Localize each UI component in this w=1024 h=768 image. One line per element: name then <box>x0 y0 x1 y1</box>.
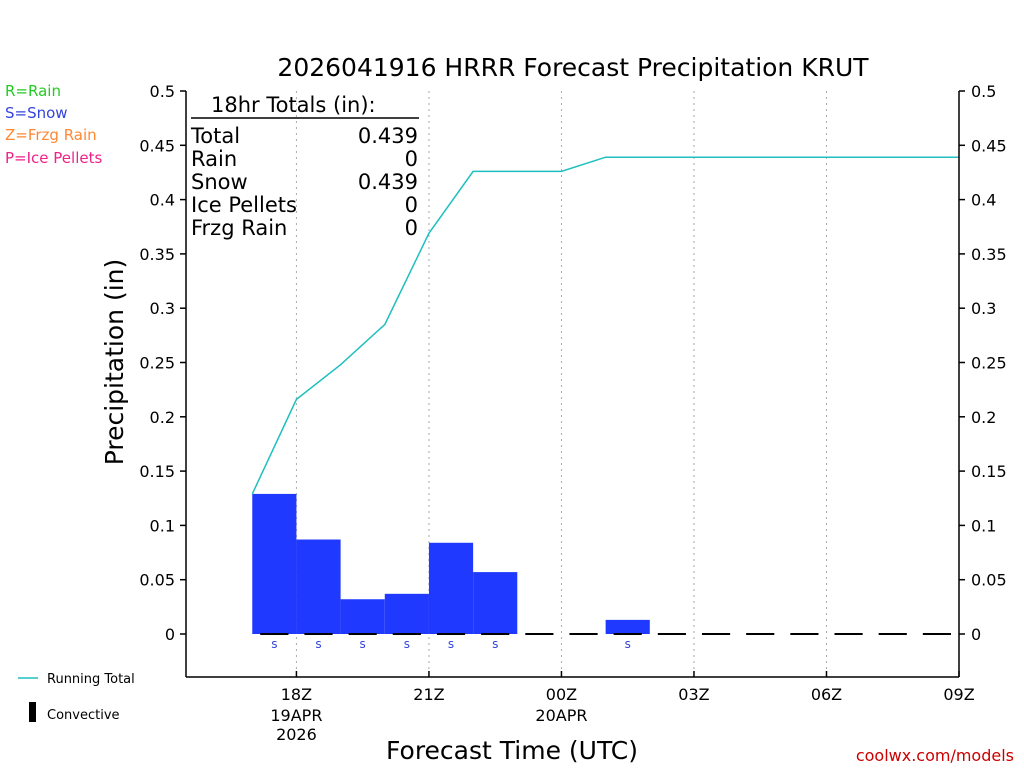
ytick-left-layer: 0 0.05 0.1 0.15 0.2 0.25 0.3 0.35 0.4 0.45 0.5 <box>139 82 186 644</box>
bar-layer <box>252 493 951 635</box>
ptype-label: s <box>448 637 454 651</box>
y-tick-label-left: 0 <box>165 625 175 644</box>
totals-row-value: 0.439 <box>358 170 418 194</box>
y-tick-label-left: 0.05 <box>139 571 175 590</box>
y-tick-label-right: 0.15 <box>971 462 1007 481</box>
y-tick-label-right: 0.4 <box>971 191 996 210</box>
y-tick-label-left: 0.35 <box>139 245 175 264</box>
x-tick-label: 03Z <box>678 685 709 704</box>
y-tick-label-left: 0.15 <box>139 462 175 481</box>
y-tick-label-right: 0.25 <box>971 354 1007 373</box>
y-tick-label-right: 0 <box>971 625 981 644</box>
legend-snow: S=Snow <box>5 104 68 122</box>
x-tick-sublabel: 20APR <box>535 706 587 725</box>
y-tick-label-left: 0.4 <box>150 191 175 210</box>
watermark: coolwx.com/models <box>856 746 1014 765</box>
precip-bar <box>605 619 650 634</box>
precip-bar <box>340 599 385 634</box>
convective-legend-swatch <box>29 702 36 722</box>
y-tick-label-right: 0.3 <box>971 299 996 318</box>
y-tick-label-left: 0.1 <box>150 516 175 535</box>
totals-row-label: Frzg Rain <box>191 216 287 240</box>
running-total-line <box>251 156 959 495</box>
y-tick-label-left: 0.3 <box>150 299 175 318</box>
x-tick-label: 21Z <box>413 685 444 704</box>
y-tick-label-left: 0.25 <box>139 354 175 373</box>
totals-row-value: 0 <box>405 216 418 240</box>
x-axis-label: Forecast Time (UTC) <box>386 736 638 765</box>
y-axis-label: Precipitation (in) <box>100 259 129 466</box>
totals-row-label: Total <box>190 124 240 148</box>
legend-frzg: Z=Frzg Rain <box>5 126 97 144</box>
precip-bar <box>384 593 429 634</box>
y-tick-label-right: 0.2 <box>971 408 996 427</box>
legend-rain: R=Rain <box>5 82 61 100</box>
x-tick-label: 09Z <box>943 685 974 704</box>
legend-convective: Convective <box>47 708 120 723</box>
legend-ice: P=Ice Pellets <box>5 149 102 167</box>
precip-bar <box>296 539 341 634</box>
precip-bar <box>473 572 518 634</box>
ptype-label: s <box>492 637 498 651</box>
totals-row-label: Rain <box>191 147 237 171</box>
ptype-label: s <box>271 637 277 651</box>
x-tick-label: 18Z <box>281 685 312 704</box>
precip-bar <box>252 493 297 634</box>
totals-row-value: 0 <box>405 147 418 171</box>
y-tick-label-left: 0.45 <box>139 136 175 155</box>
totals-row-value: 0 <box>405 193 418 217</box>
totals-row-value: 0.439 <box>358 124 418 148</box>
y-tick-label-right: 0.35 <box>971 245 1007 264</box>
legend-running-total: Running Total <box>47 672 135 687</box>
totals-box: 18hr Totals (in): Total 0.439 Rain 0 Snow 0.4… <box>190 93 419 240</box>
x-tick-label: 06Z <box>811 685 842 704</box>
x-tick-label: 00Z <box>546 685 577 704</box>
totals-row-label: Ice Pellets <box>191 193 297 217</box>
totals-row-label: Snow <box>191 170 248 194</box>
y-tick-label-left: 0.2 <box>150 408 175 427</box>
y-tick-label-right: 0.05 <box>971 571 1007 590</box>
x-tick-sublabel: 19APR <box>270 706 322 725</box>
precip-bar <box>428 542 474 634</box>
y-tick-label-left: 0.5 <box>150 82 175 101</box>
ptype-label: s <box>360 637 366 651</box>
ytick-right-layer: 0 0.05 0.1 0.15 0.2 0.25 0.3 0.35 0.4 0.45 0.5 <box>959 82 1007 644</box>
y-tick-label-right: 0.45 <box>971 136 1007 155</box>
chart-title: 2026041916 HRRR Forecast Precipitation K… <box>277 53 869 82</box>
line-layer <box>251 156 959 495</box>
x-tick-sublabel: 2026 <box>276 725 317 744</box>
totals-header: 18hr Totals (in): <box>211 93 376 117</box>
totals-rows: Total 0.439 Rain 0 Snow 0.439 Ice Pellets 0 Frzg… <box>190 124 418 240</box>
y-tick-label-right: 0.5 <box>971 82 996 101</box>
ptype-label: s <box>625 637 631 651</box>
ptype-label: s <box>404 637 410 651</box>
ptype-label: s <box>315 637 321 651</box>
y-tick-label-right: 0.1 <box>971 516 996 535</box>
